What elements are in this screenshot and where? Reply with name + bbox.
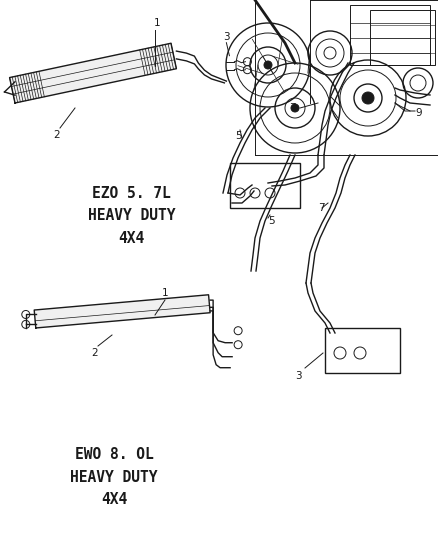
Text: 7: 7 xyxy=(289,103,295,113)
Text: 7: 7 xyxy=(318,203,325,213)
Text: 3: 3 xyxy=(295,371,301,381)
Bar xyxy=(325,328,400,373)
Circle shape xyxy=(362,92,374,104)
Text: 2: 2 xyxy=(92,348,98,358)
Polygon shape xyxy=(10,43,177,103)
Text: EZO 5. 7L
HEAVY DUTY
4X4: EZO 5. 7L HEAVY DUTY 4X4 xyxy=(88,186,175,246)
Text: 5: 5 xyxy=(268,216,275,226)
Text: 3: 3 xyxy=(223,31,230,42)
Text: 1: 1 xyxy=(162,288,168,298)
Bar xyxy=(230,163,300,208)
Text: 2: 2 xyxy=(54,130,60,140)
Circle shape xyxy=(264,61,272,69)
Text: EWO 8. OL
HEAVY DUTY
4X4: EWO 8. OL HEAVY DUTY 4X4 xyxy=(70,447,158,507)
Text: 1: 1 xyxy=(154,18,160,28)
Text: 5: 5 xyxy=(235,131,241,141)
Polygon shape xyxy=(34,295,210,328)
Circle shape xyxy=(291,104,299,112)
Bar xyxy=(350,5,430,65)
Bar xyxy=(370,10,435,65)
Text: 9: 9 xyxy=(415,108,422,118)
